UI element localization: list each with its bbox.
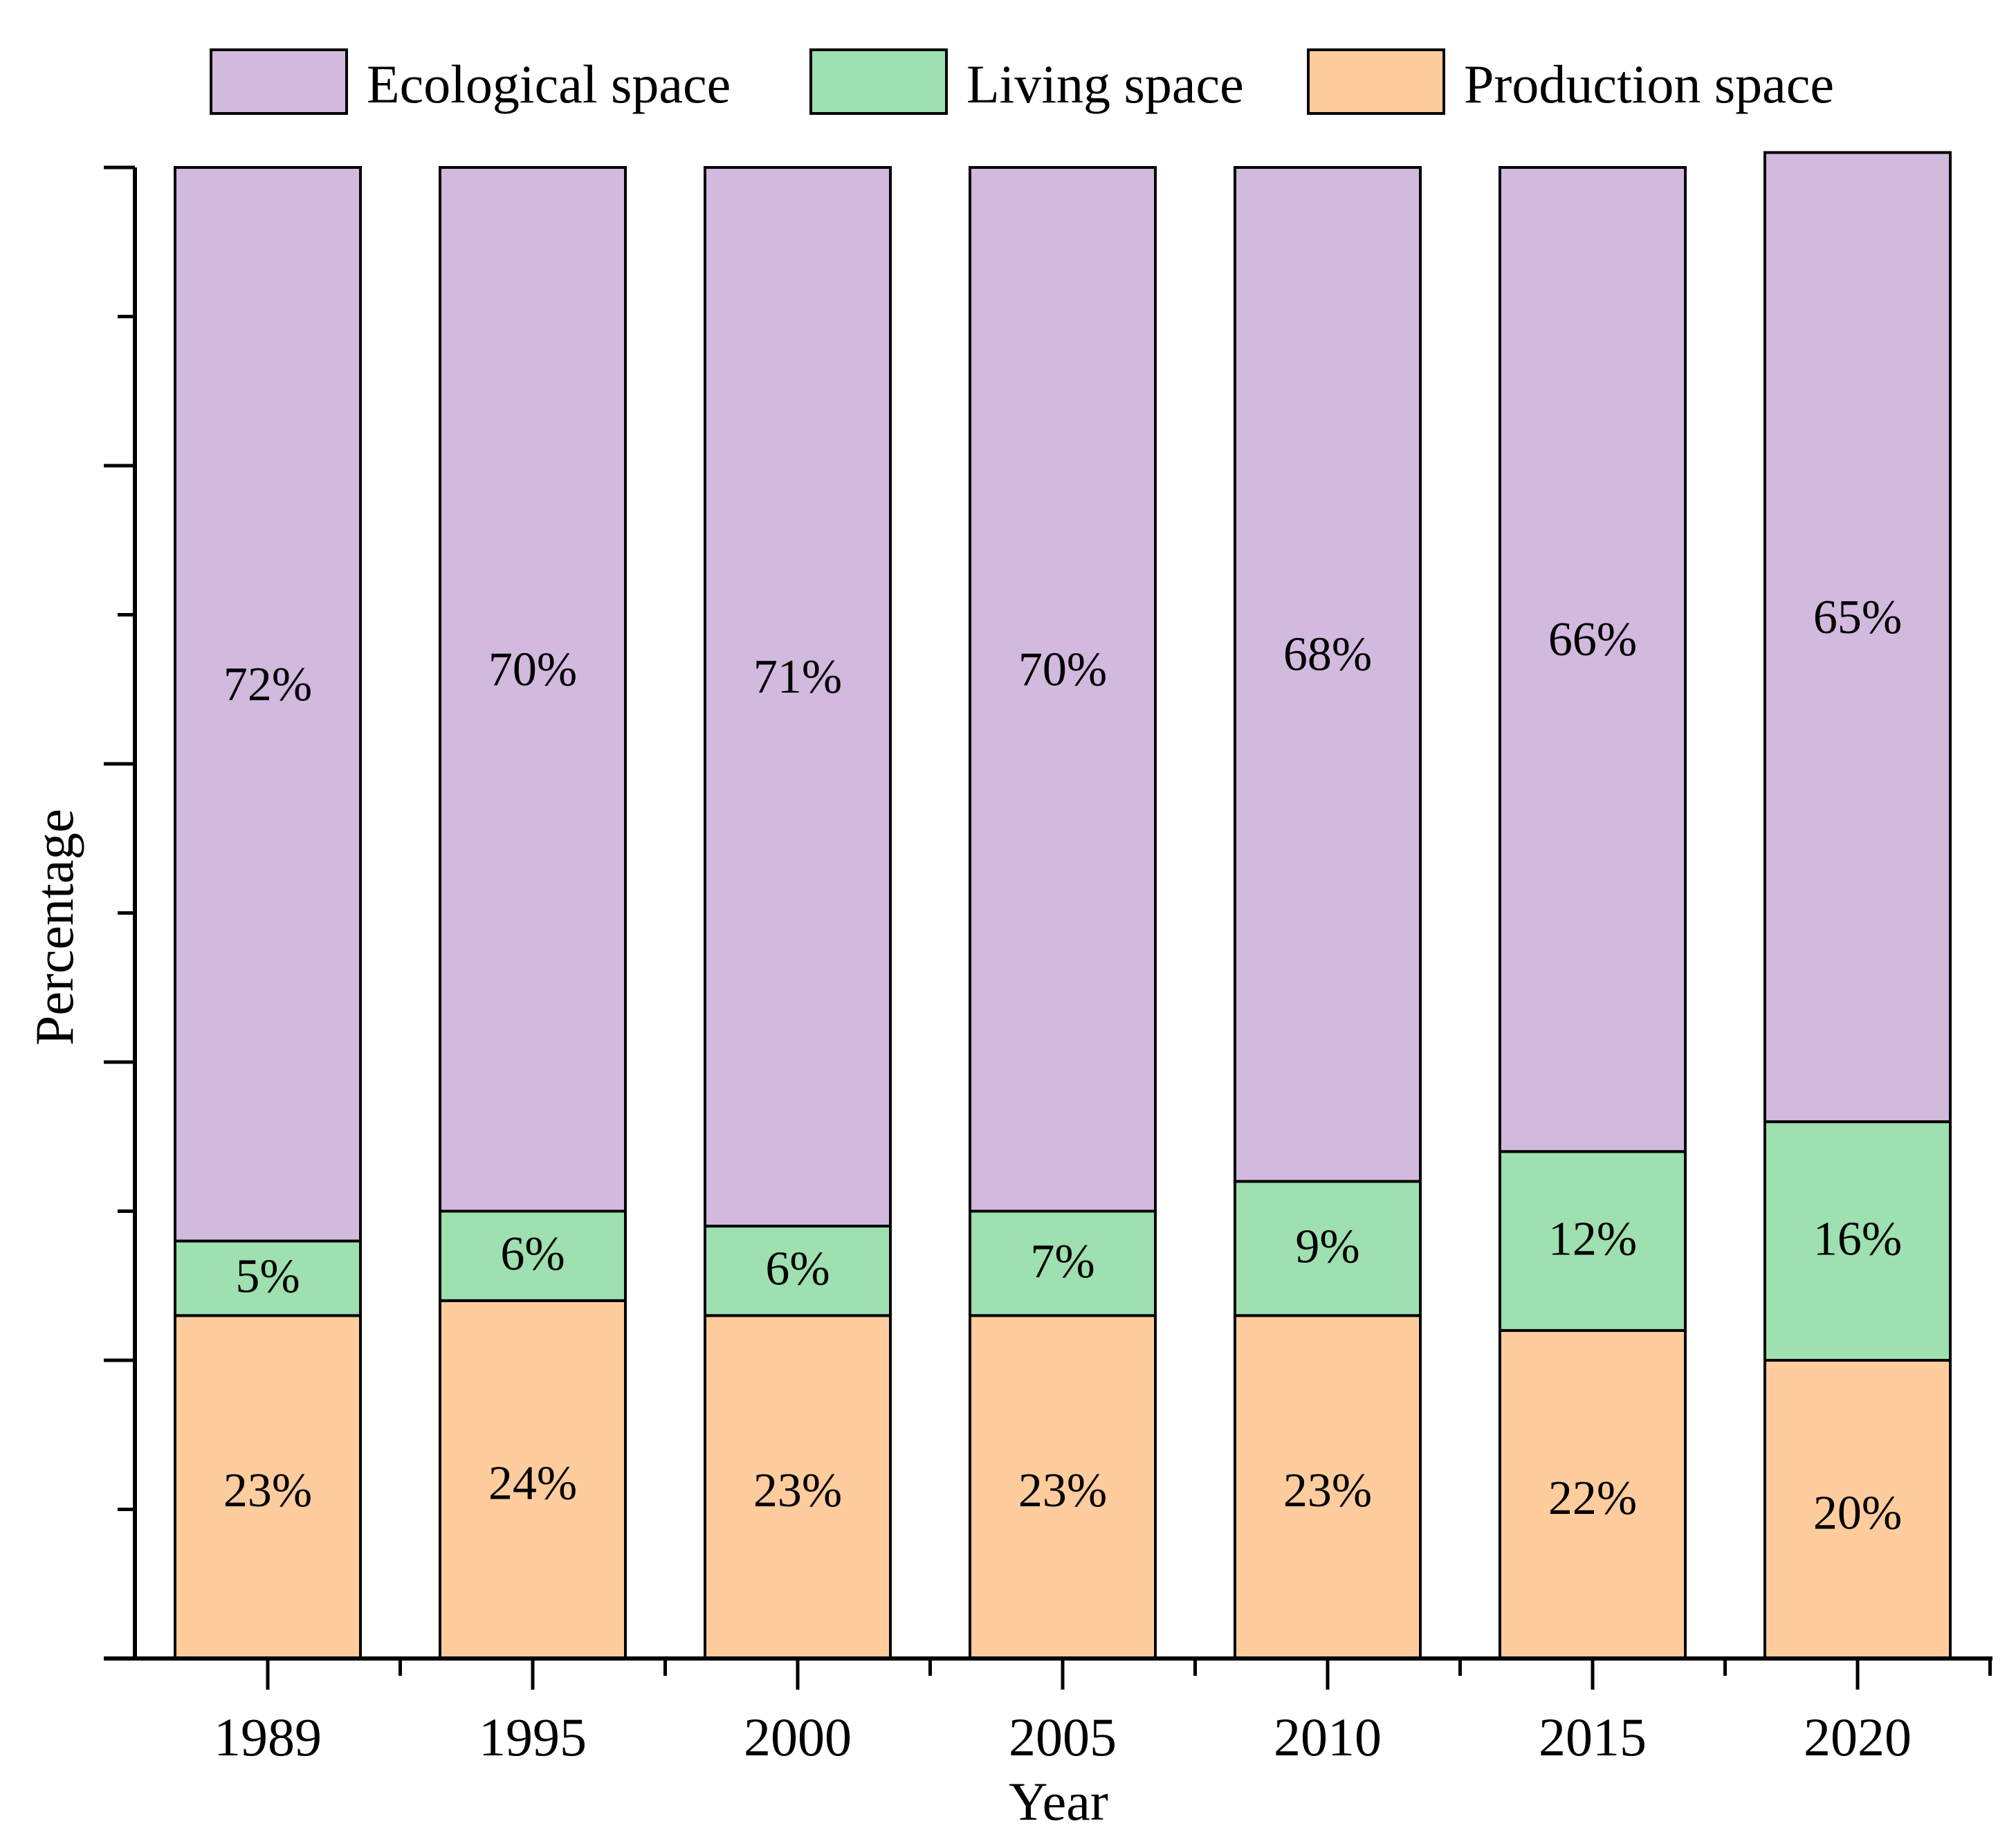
data-label-living-space-1995: 6% <box>500 1227 565 1281</box>
data-label-ecological-space-2005: 70% <box>1018 643 1107 696</box>
bar-segment-ecological-space-2015 <box>1499 166 1687 1153</box>
bar-segment-living-space-2005 <box>969 1209 1157 1317</box>
bar-segment-living-space-2015 <box>1499 1150 1687 1332</box>
bar-segment-ecological-space-2010 <box>1234 166 1422 1183</box>
data-label-production-space-2000: 23% <box>753 1464 842 1517</box>
legend-swatch-living-space <box>809 48 948 115</box>
axes: 1989 1995 2000 2005 2010 2015 2020 <box>104 165 1992 1767</box>
data-label-living-space-1989: 5% <box>235 1250 300 1303</box>
data-label-ecological-space-2015: 66% <box>1548 613 1637 666</box>
x-tick-label-2015: 2015 <box>1539 1707 1647 1767</box>
legend-swatch-ecological-space <box>210 48 348 115</box>
bar-segment-production-space-2010 <box>1234 1314 1422 1660</box>
x-tick-label-1995: 1995 <box>479 1707 587 1767</box>
bar-segment-living-space-1995 <box>439 1209 627 1302</box>
data-label-production-space-1995: 24% <box>488 1456 577 1510</box>
bar-segment-production-space-2015 <box>1499 1328 1687 1661</box>
bar-segment-ecological-space-2020 <box>1763 151 1952 1124</box>
x-tick-label-2010: 2010 <box>1274 1707 1382 1767</box>
bar-segment-ecological-space-1995 <box>439 166 627 1213</box>
data-label-living-space-2010: 9% <box>1295 1220 1359 1273</box>
data-label-production-space-2010: 23% <box>1283 1464 1372 1517</box>
x-tick-label-2005: 2005 <box>1009 1707 1117 1767</box>
data-label-ecological-space-2000: 71% <box>753 650 842 704</box>
legend-label-living-space: Living space <box>966 54 1244 114</box>
data-label-living-space-2005: 7% <box>1030 1235 1094 1288</box>
x-tick-label-2000: 2000 <box>744 1707 852 1767</box>
data-label-production-space-2015: 22% <box>1548 1472 1637 1525</box>
bar-segment-living-space-2020 <box>1763 1120 1952 1362</box>
data-label-ecological-space-1989: 72% <box>223 658 312 711</box>
bar-segment-production-space-1995 <box>439 1299 627 1661</box>
data-label-ecological-space-1995: 70% <box>488 643 577 696</box>
data-label-production-space-2005: 23% <box>1018 1464 1107 1517</box>
legend-label-ecological-space: Ecological space <box>367 54 731 114</box>
bar-segment-production-space-2005 <box>969 1314 1157 1660</box>
bar-segment-living-space-1989 <box>174 1239 362 1317</box>
x-axis-title: Year <box>1009 1771 1108 1831</box>
data-label-living-space-2015: 12% <box>1548 1213 1637 1266</box>
data-label-ecological-space-2010: 68% <box>1283 628 1372 682</box>
x-tick-label-2020: 2020 <box>1804 1707 1912 1767</box>
data-label-ecological-space-2020: 65% <box>1813 591 1902 644</box>
bar-segment-ecological-space-1989 <box>174 166 362 1243</box>
bar-segment-living-space-2000 <box>704 1225 892 1317</box>
data-label-production-space-1989: 23% <box>223 1464 312 1517</box>
legend-label-production-space: Production space <box>1464 54 1834 114</box>
bar-segment-production-space-1989 <box>174 1314 362 1660</box>
bar-segment-ecological-space-2000 <box>704 166 892 1228</box>
bars: 23% 5% 72% 24% 6% 70% 23% 6% 71% 23% 7% 70% 23% 9% 68%… <box>174 151 1952 1661</box>
legend: Ecological space Living space Production s… <box>210 48 1834 115</box>
bar-segment-ecological-space-2005 <box>969 166 1157 1213</box>
legend-swatch-production-space <box>1307 48 1445 115</box>
y-axis-title: Percentage <box>24 809 84 1045</box>
bar-segment-production-space-2020 <box>1763 1359 1952 1660</box>
data-label-living-space-2000: 6% <box>765 1243 830 1296</box>
data-label-production-space-2020: 20% <box>1813 1487 1902 1540</box>
data-label-living-space-2020: 16% <box>1813 1213 1902 1266</box>
x-tick-label-1989: 1989 <box>214 1707 322 1767</box>
